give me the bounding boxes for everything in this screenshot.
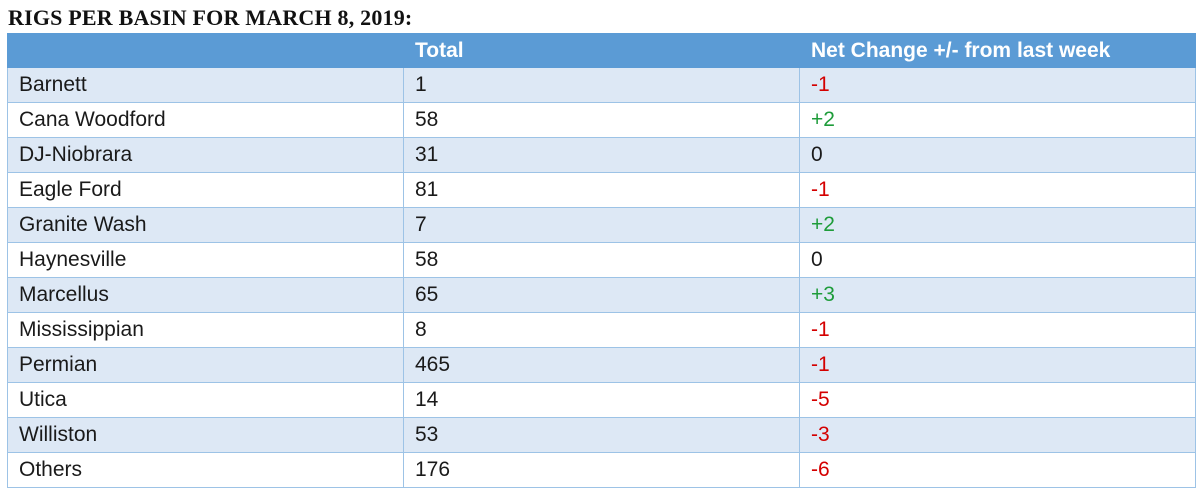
total-cell: 8 [403,312,800,348]
basin-cell: Mississippian [7,312,404,348]
basin-cell: Utica [7,382,404,418]
total-cell: 65 [403,277,800,313]
basin-cell: Williston [7,417,404,453]
total-cell: 7 [403,207,800,243]
basin-cell: DJ-Niobrara [7,137,404,173]
net-change-cell: -6 [799,452,1196,488]
total-cell: 53 [403,417,800,453]
table-body: Barnett 1 -1 Cana Woodford 58 +2 DJ-Niobrara 31… [7,67,1196,488]
net-change-cell: +2 [799,207,1196,243]
total-cell: 58 [403,102,800,138]
net-change-cell: -1 [799,347,1196,383]
net-change-cell: +3 [799,277,1196,313]
total-cell: 1 [403,67,800,103]
net-change-cell: -1 [799,67,1196,103]
basin-cell: Eagle Ford [7,172,404,208]
basin-cell: Granite Wash [7,207,404,243]
basin-cell: Haynesville [7,242,404,278]
table-row: Granite Wash 7 +2 [7,207,1196,243]
column-header-basin [7,33,404,68]
net-change-cell: -1 [799,312,1196,348]
basin-cell: Barnett [7,67,404,103]
net-change-cell: +2 [799,102,1196,138]
net-change-cell: 0 [799,242,1196,278]
column-header-net-change: Net Change +/- from last week [799,33,1196,68]
rigs-table: Total Net Change +/- from last week Barn… [7,33,1196,488]
basin-cell: Permian [7,347,404,383]
net-change-cell: -3 [799,417,1196,453]
table-row: Barnett 1 -1 [7,67,1196,103]
total-cell: 31 [403,137,800,173]
table-row: Others 176 -6 [7,452,1196,488]
table-header-row: Total Net Change +/- from last week [7,33,1196,68]
total-cell: 81 [403,172,800,208]
table-row: Utica 14 -5 [7,382,1196,418]
table-row: Eagle Ford 81 -1 [7,172,1196,208]
net-change-cell: 0 [799,137,1196,173]
basin-cell: Others [7,452,404,488]
column-header-total: Total [403,33,800,68]
total-cell: 465 [403,347,800,383]
net-change-cell: -1 [799,172,1196,208]
basin-cell: Cana Woodford [7,102,404,138]
table-row: Haynesville 58 0 [7,242,1196,278]
table-row: Williston 53 -3 [7,417,1196,453]
page-title: RIGS PER BASIN FOR MARCH 8, 2019: [8,5,413,30]
table-row: DJ-Niobrara 31 0 [7,137,1196,173]
table-row: Cana Woodford 58 +2 [7,102,1196,138]
basin-cell: Marcellus [7,277,404,313]
table-row: Marcellus 65 +3 [7,277,1196,313]
table-row: Permian 465 -1 [7,347,1196,383]
net-change-cell: -5 [799,382,1196,418]
table-row: Mississippian 8 -1 [7,312,1196,348]
total-cell: 14 [403,382,800,418]
total-cell: 176 [403,452,800,488]
total-cell: 58 [403,242,800,278]
